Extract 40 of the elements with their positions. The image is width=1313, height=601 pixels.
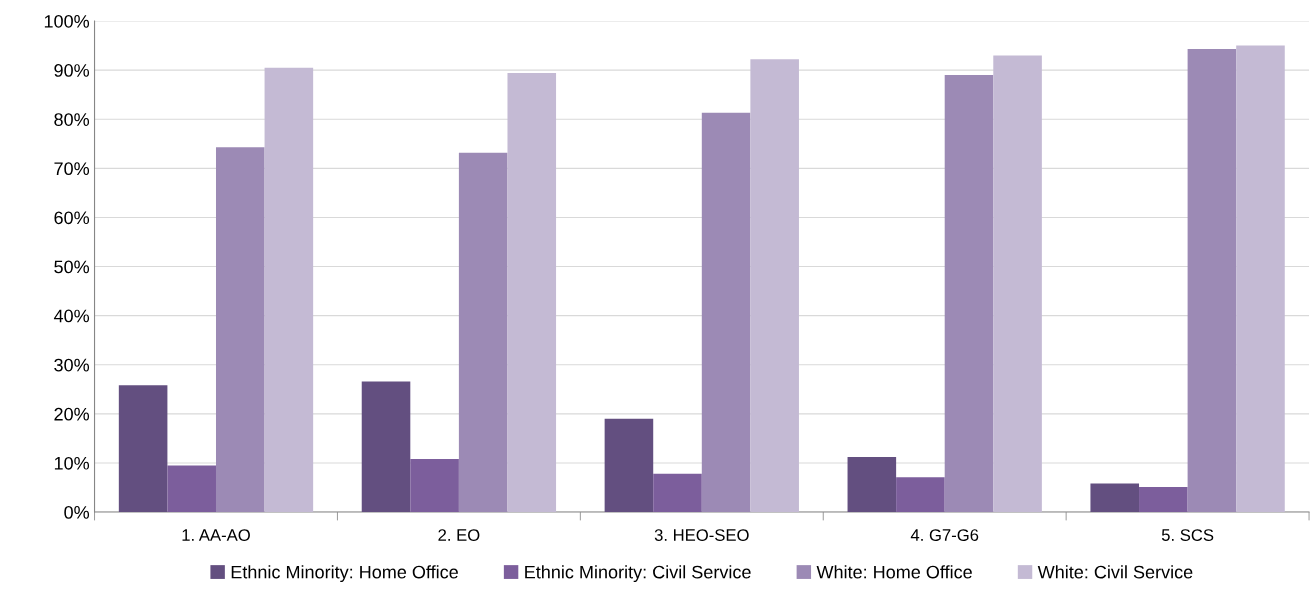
bar [896, 477, 945, 513]
bar [604, 418, 654, 513]
bar [361, 381, 411, 513]
bar [701, 112, 751, 513]
x-tick-label: 3. HEO-SEO [654, 529, 749, 541]
y-tick-label: 10% [54, 456, 90, 470]
y-tick-label: 20% [54, 407, 90, 421]
legend-label: White: Home Office [816, 565, 972, 579]
bar [750, 59, 799, 513]
bar [944, 75, 994, 513]
bar [993, 55, 1042, 513]
legend-label: Ethnic Minority: Civil Service [525, 565, 751, 583]
bar [410, 459, 459, 513]
bar [507, 73, 557, 513]
x-tick-label: 5. SCS [1161, 529, 1214, 541]
y-tick-label: 100% [44, 14, 90, 28]
y-tick-label: 0% [64, 505, 90, 519]
y-tick-label: 70% [54, 162, 90, 176]
legend-label: Ethnic Minority: Home Office [231, 565, 458, 583]
x-tick-label: 2. EO [438, 529, 480, 541]
bar [847, 457, 897, 513]
bar [653, 473, 702, 513]
bar [1139, 487, 1188, 513]
x-tick-label: 4. G7-G6 [910, 529, 979, 541]
y-tick-label: 90% [54, 64, 90, 77]
bar [118, 385, 168, 513]
y-tick-label: 60% [54, 211, 90, 225]
y-tick-label: 50% [54, 260, 90, 274]
bar [458, 152, 508, 513]
y-tick-label: 40% [53, 309, 90, 323]
bar [215, 147, 265, 513]
y-tick-label: 30% [54, 358, 90, 372]
bar [167, 465, 216, 513]
x-tick-label: 1. AA-AO [182, 529, 250, 541]
legend-label: White: Civil Service [1037, 565, 1193, 579]
bar [1236, 45, 1285, 513]
bar [264, 67, 314, 513]
bar [1187, 49, 1237, 513]
y-tick-label: 80% [54, 113, 90, 126]
bar [1090, 483, 1140, 513]
